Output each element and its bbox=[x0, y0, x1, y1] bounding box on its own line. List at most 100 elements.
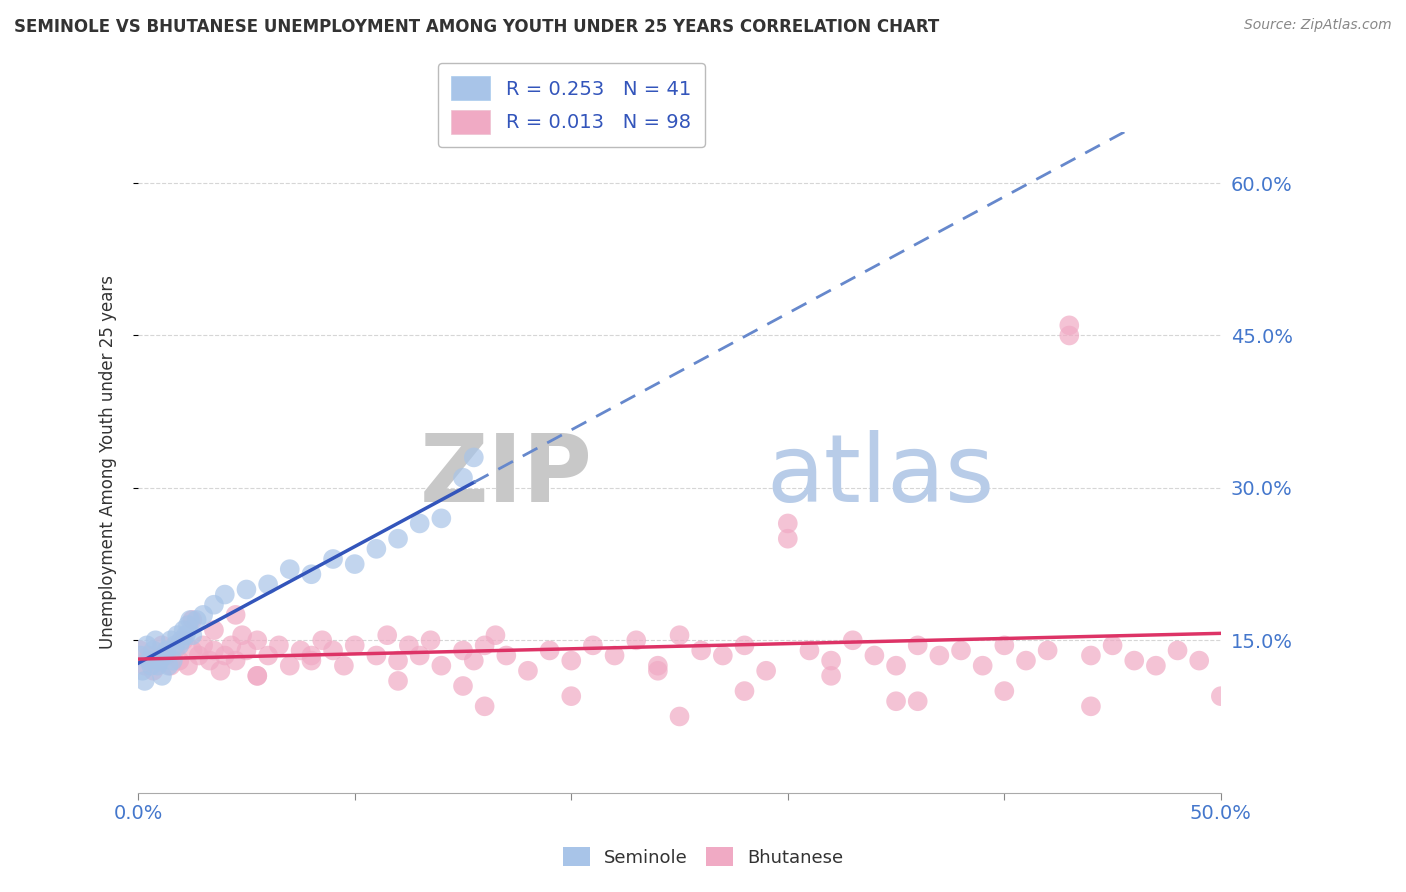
Point bbox=[842, 633, 865, 648]
Point bbox=[463, 654, 485, 668]
Point bbox=[202, 643, 225, 657]
Point bbox=[495, 648, 517, 663]
Point bbox=[191, 638, 214, 652]
Point bbox=[141, 658, 163, 673]
Point bbox=[257, 648, 280, 663]
Point bbox=[1059, 328, 1081, 343]
Point bbox=[690, 643, 713, 657]
Text: Source: ZipAtlas.com: Source: ZipAtlas.com bbox=[1244, 18, 1392, 32]
Point bbox=[972, 658, 994, 673]
Point bbox=[711, 648, 734, 663]
Point bbox=[1080, 699, 1102, 714]
Point bbox=[235, 582, 257, 597]
Legend: Seminole, Bhutanese: Seminole, Bhutanese bbox=[555, 840, 851, 874]
Point bbox=[187, 648, 209, 663]
Point bbox=[1101, 638, 1123, 652]
Point bbox=[299, 648, 322, 663]
Point bbox=[131, 664, 153, 678]
Point bbox=[884, 658, 907, 673]
Point bbox=[138, 654, 160, 668]
Point bbox=[225, 607, 247, 622]
Point bbox=[398, 638, 420, 652]
Point bbox=[209, 664, 232, 678]
Point bbox=[387, 532, 409, 546]
Point bbox=[135, 638, 157, 652]
Point bbox=[174, 628, 197, 642]
Point bbox=[734, 684, 756, 698]
Point bbox=[734, 638, 756, 652]
Point bbox=[246, 669, 269, 683]
Point bbox=[322, 552, 344, 566]
Point bbox=[159, 658, 181, 673]
Point bbox=[177, 658, 200, 673]
Point bbox=[333, 658, 356, 673]
Text: atlas: atlas bbox=[766, 430, 994, 522]
Point bbox=[560, 689, 582, 703]
Point bbox=[198, 654, 221, 668]
Point bbox=[1144, 658, 1167, 673]
Point bbox=[419, 633, 441, 648]
Text: ZIP: ZIP bbox=[420, 430, 593, 522]
Point bbox=[755, 664, 778, 678]
Point bbox=[129, 643, 152, 657]
Point bbox=[129, 648, 152, 663]
Point bbox=[1123, 654, 1146, 668]
Point bbox=[166, 628, 188, 642]
Point bbox=[170, 633, 193, 648]
Point bbox=[142, 643, 165, 657]
Point bbox=[1015, 654, 1038, 668]
Point bbox=[863, 648, 886, 663]
Point bbox=[278, 658, 301, 673]
Point bbox=[181, 628, 204, 642]
Point bbox=[214, 648, 236, 663]
Point bbox=[907, 694, 929, 708]
Point bbox=[191, 607, 214, 622]
Point bbox=[1059, 318, 1081, 333]
Point bbox=[603, 648, 626, 663]
Point bbox=[516, 664, 538, 678]
Point bbox=[149, 654, 172, 668]
Point bbox=[153, 648, 176, 663]
Point bbox=[181, 643, 204, 657]
Point bbox=[1080, 648, 1102, 663]
Point bbox=[907, 638, 929, 652]
Point bbox=[221, 638, 243, 652]
Point bbox=[668, 709, 690, 723]
Point bbox=[776, 516, 799, 531]
Point bbox=[138, 648, 160, 663]
Point bbox=[582, 638, 605, 652]
Point bbox=[1209, 689, 1232, 703]
Point bbox=[776, 532, 799, 546]
Point bbox=[474, 699, 496, 714]
Point bbox=[146, 654, 169, 668]
Point bbox=[538, 643, 561, 657]
Point bbox=[299, 567, 322, 582]
Point bbox=[993, 684, 1015, 698]
Point bbox=[950, 643, 973, 657]
Point bbox=[430, 511, 453, 525]
Point bbox=[299, 654, 322, 668]
Point bbox=[375, 628, 398, 642]
Point bbox=[150, 638, 173, 652]
Point bbox=[186, 613, 208, 627]
Point bbox=[626, 633, 648, 648]
Point bbox=[150, 669, 173, 683]
Point bbox=[1188, 654, 1211, 668]
Point bbox=[235, 643, 257, 657]
Point bbox=[430, 658, 453, 673]
Point bbox=[451, 643, 474, 657]
Point bbox=[387, 654, 409, 668]
Point bbox=[179, 613, 201, 627]
Point bbox=[408, 648, 430, 663]
Point bbox=[214, 588, 236, 602]
Point bbox=[993, 638, 1015, 652]
Point bbox=[163, 643, 186, 657]
Point bbox=[155, 643, 177, 657]
Point bbox=[484, 628, 506, 642]
Point bbox=[159, 633, 181, 648]
Text: SEMINOLE VS BHUTANESE UNEMPLOYMENT AMONG YOUTH UNDER 25 YEARS CORRELATION CHART: SEMINOLE VS BHUTANESE UNEMPLOYMENT AMONG… bbox=[14, 18, 939, 36]
Point bbox=[311, 633, 333, 648]
Point bbox=[142, 664, 165, 678]
Point bbox=[820, 654, 842, 668]
Point bbox=[146, 658, 169, 673]
